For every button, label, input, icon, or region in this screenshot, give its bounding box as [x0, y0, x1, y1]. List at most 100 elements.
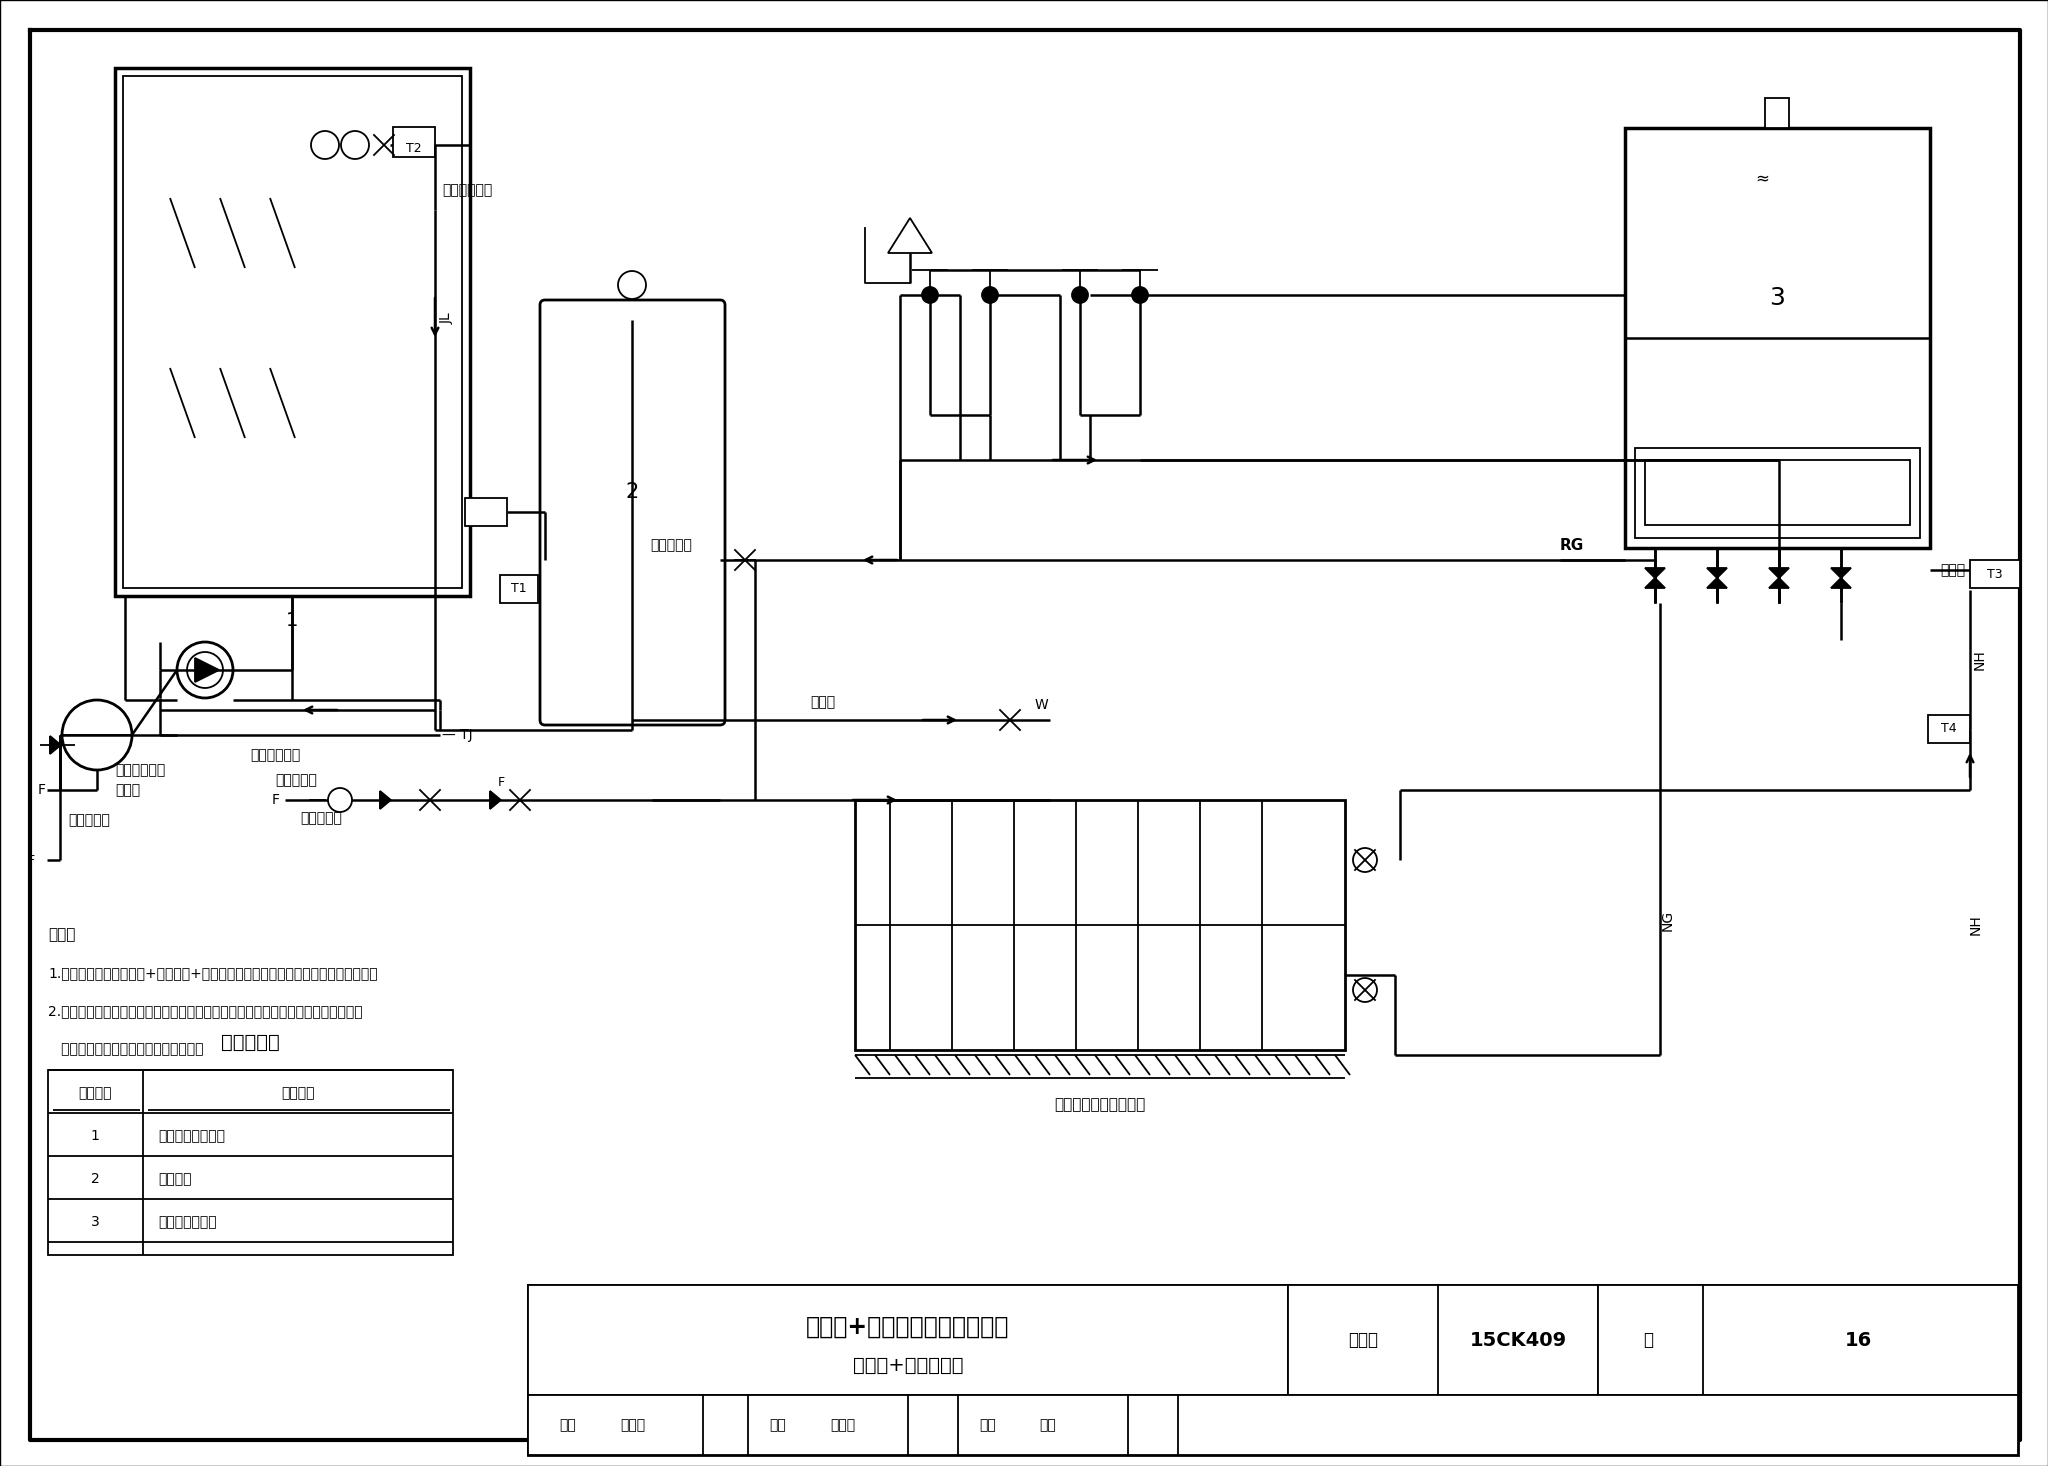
Text: 2: 2 [90, 1171, 100, 1186]
Polygon shape [1645, 578, 1665, 588]
Polygon shape [889, 218, 932, 254]
Circle shape [328, 789, 352, 812]
Polygon shape [1706, 567, 1726, 578]
Text: 设备编号: 设备编号 [78, 1086, 113, 1100]
Polygon shape [1769, 578, 1790, 588]
Text: 说明：: 说明： [47, 928, 76, 943]
Bar [528, 1286, 2017, 1454]
Bar [1634, 449, 1921, 538]
Text: 王柱小: 王柱小 [829, 1418, 856, 1432]
Text: T4: T4 [1942, 723, 1956, 736]
Text: F: F [498, 776, 506, 789]
Bar [115, 67, 469, 597]
Text: 地板辐射供暖分集水器: 地板辐射供暖分集水器 [1055, 1098, 1145, 1113]
Bar [1288, 1286, 1597, 1396]
Text: 燃气热水供暖炉: 燃气热水供暖炉 [158, 1215, 217, 1229]
Circle shape [618, 271, 645, 299]
Polygon shape [1706, 578, 1726, 588]
Text: 推至安全处: 推至安全处 [68, 814, 111, 827]
FancyBboxPatch shape [541, 301, 725, 726]
Text: T1: T1 [512, 582, 526, 595]
Text: 2: 2 [625, 482, 639, 501]
Text: 承压水箱: 承压水箱 [158, 1171, 193, 1186]
Text: RG: RG [1561, 538, 1585, 553]
Bar [123, 76, 463, 588]
Text: 设计: 设计 [979, 1418, 997, 1432]
Text: （卫浴+供暖功能）: （卫浴+供暖功能） [852, 1356, 963, 1375]
Circle shape [1133, 287, 1149, 303]
Text: 图集号: 图集号 [1348, 1331, 1378, 1349]
Bar [1970, 560, 2019, 588]
Text: 燃气管: 燃气管 [1939, 563, 1966, 578]
Circle shape [1354, 978, 1376, 1001]
Text: 排污管: 排污管 [811, 695, 836, 710]
Bar [1927, 715, 1970, 743]
Text: 太阳能进水管: 太阳能进水管 [250, 748, 301, 762]
Polygon shape [195, 658, 219, 682]
Text: 1: 1 [287, 611, 299, 630]
Bar [47, 1070, 453, 1255]
Bar [528, 1286, 1288, 1396]
Bar [393, 128, 434, 157]
Text: 1: 1 [90, 1129, 100, 1143]
Circle shape [922, 287, 938, 303]
Bar [528, 1396, 2017, 1454]
Text: 主要设备表: 主要设备表 [221, 1032, 279, 1051]
Text: 2.太阳能集热器采用间接系统方案，承压水箱内置换热盘管。供暖热水不进入水箱，: 2.太阳能集热器采用间接系统方案，承压水箱内置换热盘管。供暖热水不进入水箱， [47, 1004, 362, 1017]
Text: 太阳能平板集热器: 太阳能平板集热器 [158, 1129, 225, 1143]
Text: JL: JL [440, 312, 455, 324]
Circle shape [981, 287, 997, 303]
Text: 推至安全处: 推至安全处 [274, 773, 317, 787]
Bar [1645, 460, 1911, 525]
Text: 页: 页 [1642, 1331, 1653, 1349]
Polygon shape [381, 792, 391, 809]
Text: NG: NG [1661, 909, 1675, 931]
Circle shape [176, 642, 233, 698]
Circle shape [61, 699, 131, 770]
Text: 热水供水管: 热水供水管 [649, 538, 692, 553]
Text: 钟家淦: 钟家淦 [621, 1418, 645, 1432]
Text: NH: NH [1972, 649, 1987, 670]
Text: F: F [39, 783, 45, 798]
Bar [1624, 128, 1929, 548]
Circle shape [311, 130, 340, 158]
Text: 太阳能+燃气热水供暖炉系统图: 太阳能+燃气热水供暖炉系统图 [807, 1315, 1010, 1338]
Text: 审核: 审核 [559, 1418, 575, 1432]
Text: 生活给水管: 生活给水管 [299, 811, 342, 825]
Circle shape [1071, 287, 1087, 303]
Polygon shape [1645, 567, 1665, 578]
Text: T2: T2 [406, 142, 422, 154]
Polygon shape [1769, 567, 1790, 578]
Polygon shape [49, 736, 61, 754]
Text: 李红: 李红 [1040, 1418, 1057, 1432]
Circle shape [342, 130, 369, 158]
Polygon shape [1831, 578, 1851, 588]
Text: NH: NH [1968, 915, 1982, 935]
Text: F: F [272, 793, 281, 806]
Text: ≈: ≈ [1755, 169, 1769, 188]
Text: 15CK409: 15CK409 [1468, 1331, 1567, 1350]
Text: F: F [29, 853, 35, 866]
Text: 膨胀罐: 膨胀罐 [115, 783, 139, 798]
Text: 3: 3 [90, 1215, 100, 1229]
Bar [500, 575, 539, 603]
Text: W: W [1034, 698, 1049, 712]
Text: 1.本系统为太阳能集热器+承压水箱+燃气热水供暖炉系统提供生活热水和供暖热水。: 1.本系统为太阳能集热器+承压水箱+燃气热水供暖炉系统提供生活热水和供暖热水。 [47, 966, 377, 979]
Bar [854, 800, 1346, 1050]
Text: 3: 3 [1769, 286, 1786, 309]
Bar [465, 498, 508, 526]
Text: T3: T3 [1987, 567, 2003, 581]
Bar [1765, 98, 1790, 128]
Text: 全部加热负荷由燃气热水供暖炉承担。: 全部加热负荷由燃气热水供暖炉承担。 [47, 1042, 203, 1056]
Text: 16: 16 [1845, 1331, 1872, 1350]
Text: 太阳能出水管: 太阳能出水管 [442, 183, 492, 196]
Polygon shape [1831, 567, 1851, 578]
Text: 工质排放总管: 工质排放总管 [115, 762, 166, 777]
Text: — TJ: — TJ [442, 729, 473, 742]
Text: 校对: 校对 [770, 1418, 786, 1432]
Text: 设备名称: 设备名称 [281, 1086, 315, 1100]
Bar [1597, 1286, 2017, 1396]
Circle shape [186, 652, 223, 688]
Circle shape [1354, 847, 1376, 872]
Polygon shape [489, 792, 502, 809]
